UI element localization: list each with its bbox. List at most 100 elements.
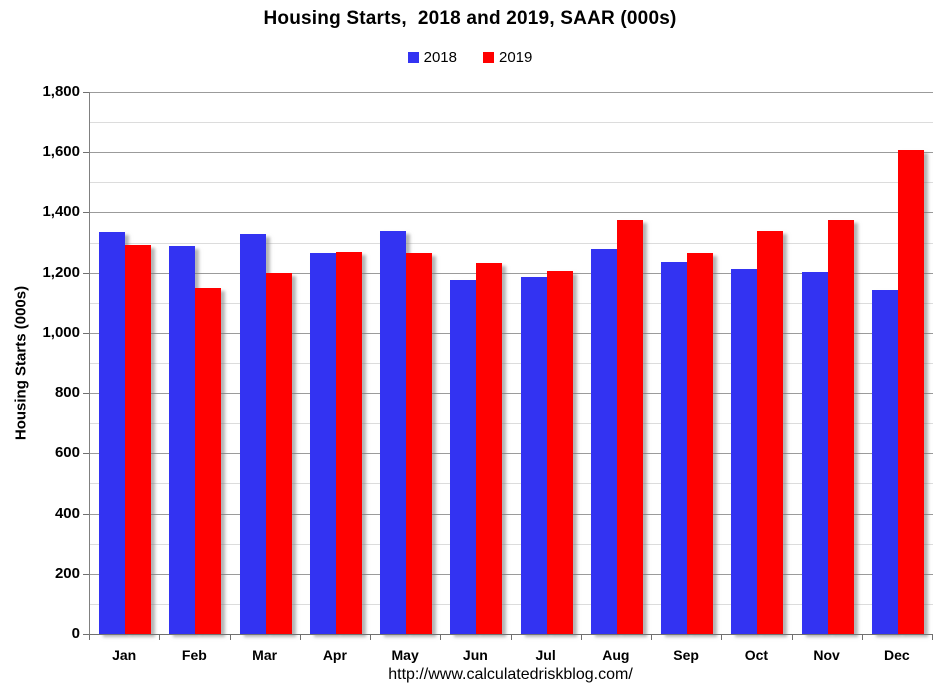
bar-2018-sep xyxy=(661,262,688,634)
bar-2018-oct xyxy=(731,269,758,634)
minor-gridline-1700 xyxy=(90,122,933,124)
x-tick-label-oct: Oct xyxy=(744,647,769,663)
major-gridline-400 xyxy=(90,513,933,515)
category-slot-jul xyxy=(512,92,582,634)
category-slot-apr xyxy=(301,92,371,634)
x-tick-label-jan: Jan xyxy=(112,647,137,663)
legend-label-2018: 2018 xyxy=(423,49,457,66)
bar-2018-dec xyxy=(871,290,898,634)
legend-label-2019: 2019 xyxy=(499,49,533,66)
bar-2018-feb xyxy=(169,246,196,634)
y-axis-tick-200 xyxy=(83,573,89,575)
x-tick-label-nov: Nov xyxy=(813,647,840,663)
minor-gridline-500 xyxy=(90,483,933,485)
y-axis-tick-1800 xyxy=(83,92,89,93)
y-tick-label-0: 0 xyxy=(71,625,80,642)
minor-gridline-900 xyxy=(90,363,933,364)
y-tick-label-200: 200 xyxy=(54,564,80,582)
x-axis-tick-2 xyxy=(229,635,231,640)
legend: 2018 2019 xyxy=(0,49,940,66)
major-gridline-1200 xyxy=(90,272,933,274)
x-axis-tick-4 xyxy=(370,635,371,640)
bar-2019-sep xyxy=(687,253,714,634)
y-tick-label-1000: 1,000 xyxy=(42,323,80,341)
y-axis-tick-1000 xyxy=(83,332,89,334)
x-tick-label-jun: Jun xyxy=(462,647,488,663)
y-axis-title: Housing Starts (000s) xyxy=(12,285,30,441)
minor-gridline-1300 xyxy=(90,242,933,244)
major-gridline-1000 xyxy=(90,332,933,334)
y-tick-label-1800: 1,800 xyxy=(42,83,80,100)
category-slot-dec xyxy=(863,92,933,634)
chart-title: Housing Starts, 2018 and 2019, SAAR (000… xyxy=(263,8,677,29)
bar-2018-may xyxy=(380,231,407,634)
minor-gridline-1500 xyxy=(90,182,933,184)
bar-2019-jun xyxy=(476,263,503,634)
bar-2019-jan xyxy=(125,245,152,634)
x-axis-tick-5 xyxy=(440,635,442,640)
footer-url: http://www.calculatedriskblog.com/ xyxy=(388,666,633,683)
x-axis-tick-8 xyxy=(651,635,652,640)
bar-2019-nov xyxy=(827,220,854,634)
major-gridline-800 xyxy=(90,393,933,395)
bar-2019-feb xyxy=(195,288,222,634)
bars-layer xyxy=(90,92,933,634)
x-tick-label-sep: Sep xyxy=(673,647,699,663)
y-tick-label-800: 800 xyxy=(54,384,80,402)
bar-2019-jul xyxy=(546,271,573,634)
bar-2019-dec xyxy=(897,150,924,634)
category-slot-oct xyxy=(722,92,792,634)
bar-2018-jul xyxy=(520,277,547,634)
legend-item-2019: 2019 xyxy=(483,49,532,66)
bar-2018-apr xyxy=(309,253,336,634)
minor-gridline-700 xyxy=(90,423,933,425)
bar-2019-oct xyxy=(757,231,784,634)
x-tick-label-apr: Apr xyxy=(322,647,347,663)
plot-area xyxy=(89,92,933,635)
minor-gridline-300 xyxy=(90,543,933,545)
category-slot-jan xyxy=(90,92,160,634)
x-axis-tick-11 xyxy=(861,635,863,640)
y-tick-label-400: 400 xyxy=(54,504,80,522)
x-axis-tick-10 xyxy=(791,635,793,640)
category-slot-may xyxy=(371,92,441,634)
category-slot-sep xyxy=(652,92,722,634)
x-tick-label-jul: Jul xyxy=(535,647,556,663)
category-slot-jun xyxy=(441,92,511,634)
y-axis-tick-800 xyxy=(83,393,89,395)
y-axis-tick-600 xyxy=(83,453,89,455)
x-tick-label-aug: Aug xyxy=(602,647,630,663)
bar-2018-jan xyxy=(99,232,126,634)
x-axis-tick-6 xyxy=(510,635,512,640)
bar-2019-aug xyxy=(616,220,643,634)
legend-swatch-2018 xyxy=(407,52,419,63)
y-axis-tick-1600 xyxy=(83,152,89,154)
major-gridline-200 xyxy=(90,573,933,575)
y-axis-tick-400 xyxy=(83,513,89,515)
legend-swatch-2019 xyxy=(483,52,494,63)
bar-2019-mar xyxy=(265,273,292,634)
x-axis-tick-3 xyxy=(299,635,301,640)
bar-2018-aug xyxy=(590,249,617,634)
major-gridline-1400 xyxy=(90,212,933,214)
x-axis-tick-9 xyxy=(721,635,723,640)
bar-2018-nov xyxy=(801,272,828,634)
major-gridline-1600 xyxy=(90,152,933,154)
bar-2019-may xyxy=(406,253,433,634)
y-axis-tick-1200 xyxy=(83,272,89,274)
bar-2019-apr xyxy=(335,252,362,634)
major-gridline-1800 xyxy=(90,92,933,93)
x-tick-label-feb: Feb xyxy=(181,647,207,663)
x-axis-tick-12 xyxy=(932,635,933,640)
y-tick-label-1600: 1,600 xyxy=(42,143,80,161)
y-tick-label-1200: 1,200 xyxy=(42,263,80,281)
major-gridline-600 xyxy=(90,453,933,455)
x-axis-tick-7 xyxy=(580,635,582,640)
category-slot-nov xyxy=(793,92,863,634)
x-axis-tick-1 xyxy=(159,635,161,640)
x-tick-label-may: May xyxy=(391,647,419,663)
bar-2018-mar xyxy=(239,234,266,634)
category-slot-feb xyxy=(160,92,230,634)
legend-item-2018: 2018 xyxy=(407,49,457,66)
